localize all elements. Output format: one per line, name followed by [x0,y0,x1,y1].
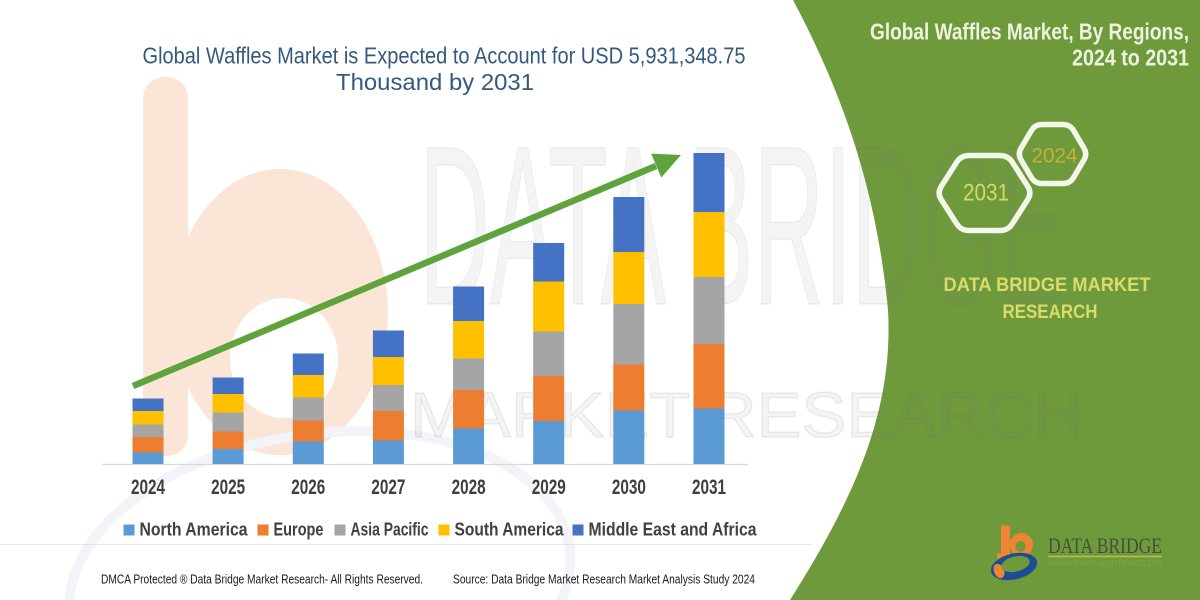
svg-text:2024 to 2031: 2024 to 2031 [1072,45,1189,71]
svg-text:Global Waffles Market, By Regi: Global Waffles Market, By Regions, [870,19,1189,45]
svg-text:MARKET RESEARCH PRIVATE LTD: MARKET RESEARCH PRIVATE LTD [1048,558,1162,568]
svg-text:2031: 2031 [963,180,1009,207]
svg-text:Asia Pacific: Asia Pacific [351,520,429,540]
svg-text:DMCA Protected ® Data Bridge M: DMCA Protected ® Data Bridge Market Rese… [101,572,423,587]
svg-text:2029: 2029 [532,476,566,499]
svg-text:2028: 2028 [452,476,486,499]
svg-text:MARKET RESEARCH: MARKET RESEARCH [410,379,1082,451]
svg-text:Europe: Europe [274,520,324,540]
svg-text:2024: 2024 [131,476,165,499]
svg-text:Global Waffles Market is Expec: Global Waffles Market is Expected to Acc… [143,43,746,69]
svg-text:North America: North America [140,520,249,540]
svg-text:Thousand by 2031: Thousand by 2031 [336,69,534,95]
svg-text:DATA BRIDGE: DATA BRIDGE [419,100,1064,353]
svg-text:2026: 2026 [291,476,325,499]
svg-text:2031: 2031 [692,476,726,499]
svg-text:Source: Data Bridge Market Res: Source: Data Bridge Market Research Mark… [453,572,755,587]
svg-text:DATA BRIDGE: DATA BRIDGE [1048,533,1162,558]
svg-text:Middle East and Africa: Middle East and Africa [589,520,758,540]
svg-text:2027: 2027 [371,476,405,499]
svg-text:2024: 2024 [1032,144,1078,168]
svg-text:South America: South America [455,520,565,540]
svg-text:2025: 2025 [211,476,245,499]
svg-text:DATA BRIDGE MARKET: DATA BRIDGE MARKET [944,275,1151,296]
svg-text:2030: 2030 [612,476,646,499]
svg-text:RESEARCH: RESEARCH [1003,302,1098,323]
